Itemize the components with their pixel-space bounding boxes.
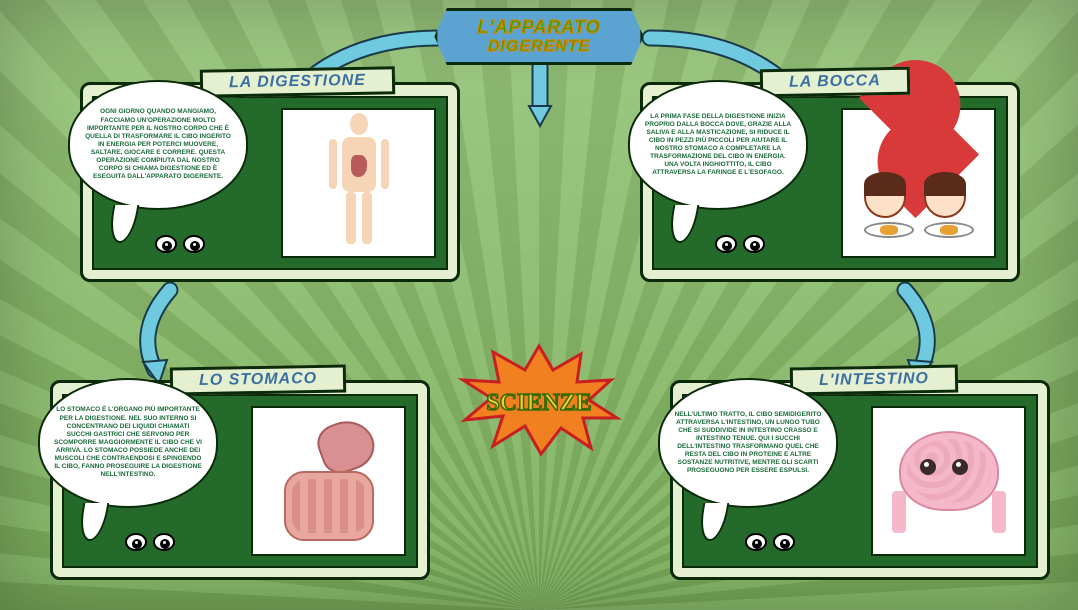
burst-label: SCIENZE bbox=[486, 390, 591, 416]
speech-bocca: LA PRIMA FASE DELLA DIGESTIONE INIZIA PR… bbox=[610, 76, 810, 261]
arrow-center-down bbox=[525, 60, 555, 130]
speech-tail bbox=[697, 503, 730, 541]
image-stomach bbox=[251, 406, 406, 556]
panel-bocca: LA BOCCA LA PRIMA FASE DELLA DIGESTIONE … bbox=[640, 82, 1020, 282]
image-human-body bbox=[281, 108, 436, 258]
speech-text: NELL'ULTIMO TRATTO, IL CIBO SEMIDIGERITO… bbox=[658, 378, 838, 508]
cartoon-eyes-icon bbox=[125, 533, 175, 551]
speech-text: OGNI GIORNO QUANDO MANGIAMO, FACCIAMO UN… bbox=[68, 80, 248, 210]
speech-text: LA PRIMA FASE DELLA DIGESTIONE INIZIA PR… bbox=[628, 80, 808, 210]
cartoon-eyes-icon bbox=[745, 533, 795, 551]
title-line2: DIGERENTE bbox=[477, 38, 600, 56]
speech-tail bbox=[107, 205, 140, 243]
speech-stomaco: LO STOMACO È L'ORGANO PIÙ IMPORTANTE PER… bbox=[20, 374, 220, 559]
image-kids-eating bbox=[841, 108, 996, 258]
panel-intestino: L'INTESTINO NELL'ULTIMO TRATTO, IL CIBO … bbox=[670, 380, 1050, 580]
image-intestine-cute bbox=[871, 406, 1026, 556]
title-line1: L'APPARATO bbox=[477, 17, 600, 38]
cartoon-eyes-icon bbox=[715, 235, 765, 253]
main-title-banner: L'APPARATO DIGERENTE bbox=[434, 8, 643, 65]
cartoon-eyes-icon bbox=[155, 235, 205, 253]
panel-stomaco: LO STOMACO LO STOMACO È L'ORGANO PIÙ IMP… bbox=[50, 380, 430, 580]
speech-intestino: NELL'ULTIMO TRATTO, IL CIBO SEMIDIGERITO… bbox=[640, 374, 840, 559]
speech-text: LO STOMACO È L'ORGANO PIÙ IMPORTANTE PER… bbox=[38, 378, 218, 508]
speech-tail bbox=[667, 205, 700, 243]
panel-digestione: LA DIGESTIONE OGNI GIORNO QUANDO MANGIAM… bbox=[80, 82, 460, 282]
center-burst: SCIENZE bbox=[449, 340, 629, 460]
speech-tail bbox=[77, 503, 110, 541]
speech-digestione: OGNI GIORNO QUANDO MANGIAMO, FACCIAMO UN… bbox=[50, 76, 250, 261]
